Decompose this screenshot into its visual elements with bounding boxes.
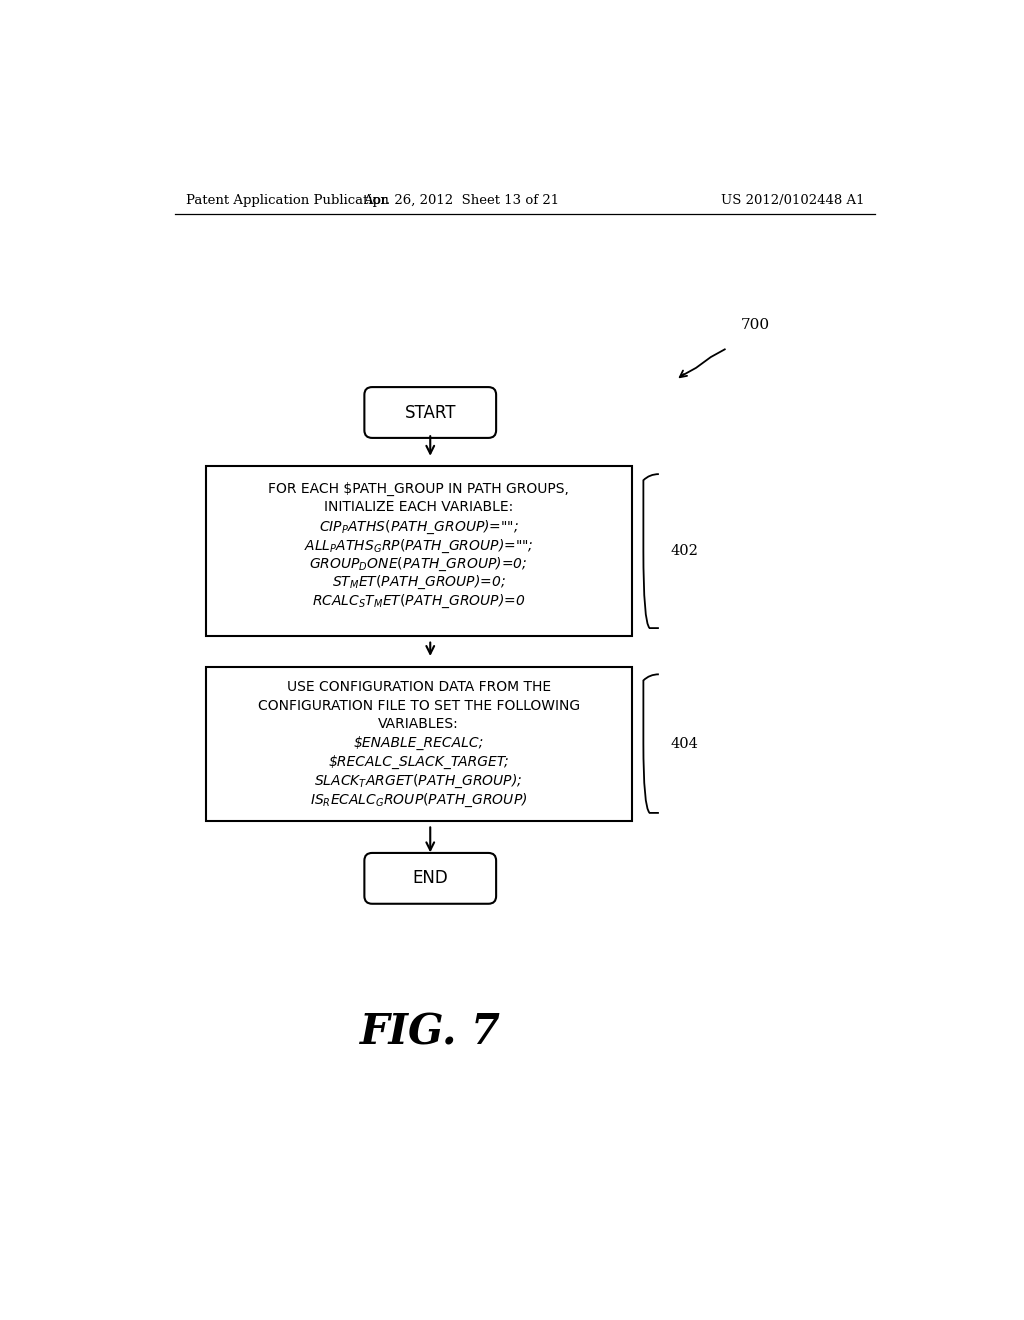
Text: 700: 700: [740, 318, 769, 331]
Text: $ST_MET($PATH_GROUP)=0;: $ST_MET($PATH_GROUP)=0;: [332, 574, 506, 591]
Text: $SLACK_TARGET($PATH_GROUP);: $SLACK_TARGET($PATH_GROUP);: [314, 774, 523, 791]
Text: VARIABLES:: VARIABLES:: [378, 718, 459, 731]
Text: $RECALC_SLACK_TARGET;: $RECALC_SLACK_TARGET;: [329, 755, 509, 768]
Text: $CIP_PATHS($PATH_GROUP)="";: $CIP_PATHS($PATH_GROUP)="";: [318, 519, 519, 536]
Text: $ENABLE_RECALC;: $ENABLE_RECALC;: [353, 737, 483, 750]
Text: US 2012/0102448 A1: US 2012/0102448 A1: [721, 194, 864, 207]
Text: INITIALIZE EACH VARIABLE:: INITIALIZE EACH VARIABLE:: [324, 500, 513, 515]
Text: 402: 402: [671, 544, 698, 558]
Text: FIG. 7: FIG. 7: [359, 1011, 501, 1053]
Text: USE CONFIGURATION DATA FROM THE: USE CONFIGURATION DATA FROM THE: [287, 681, 551, 694]
Text: Patent Application Publication: Patent Application Publication: [186, 194, 389, 207]
Bar: [206, 466, 632, 636]
FancyBboxPatch shape: [365, 853, 496, 904]
Text: CONFIGURATION FILE TO SET THE FOLLOWING: CONFIGURATION FILE TO SET THE FOLLOWING: [258, 700, 580, 713]
Text: Apr. 26, 2012  Sheet 13 of 21: Apr. 26, 2012 Sheet 13 of 21: [364, 194, 559, 207]
Text: $GROUP_DONE($PATH_GROUP)=0;: $GROUP_DONE($PATH_GROUP)=0;: [309, 556, 527, 573]
Text: START: START: [404, 404, 456, 421]
Text: $ALL_PATHS_GRP($PATH_GROUP)="";: $ALL_PATHS_GRP($PATH_GROUP)="";: [304, 537, 534, 554]
FancyBboxPatch shape: [365, 387, 496, 438]
Text: $IS_RECALC_GROUP($PATH_GROUP): $IS_RECALC_GROUP($PATH_GROUP): [310, 792, 527, 809]
Text: FOR EACH $PATH_GROUP IN PATH GROUPS,: FOR EACH $PATH_GROUP IN PATH GROUPS,: [268, 482, 569, 496]
Bar: [206, 667, 632, 821]
Text: $RCALC_ST_MET($PATH_GROUP)=0: $RCALC_ST_MET($PATH_GROUP)=0: [312, 593, 525, 610]
Text: END: END: [413, 870, 449, 887]
Text: 404: 404: [671, 737, 698, 751]
